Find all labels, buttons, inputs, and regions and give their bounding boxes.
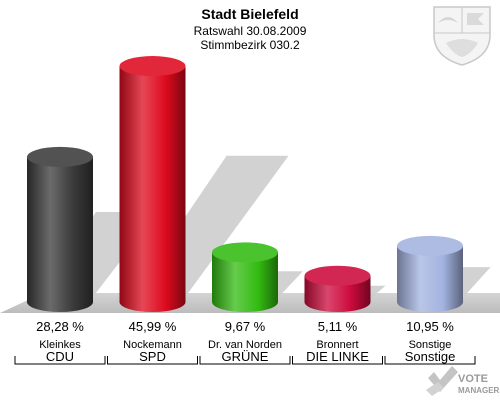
value-label: 9,67 %	[225, 319, 266, 334]
bar-top	[397, 235, 463, 256]
party-label: SPD	[139, 349, 166, 364]
bar-spd	[119, 66, 186, 313]
bar-gr-ne	[212, 252, 278, 312]
bar-top	[27, 146, 93, 167]
chart-title: Stadt Bielefeld	[201, 6, 298, 22]
bar-sonstige	[397, 245, 463, 312]
logo-text-manager: MANAGER	[458, 386, 500, 395]
candidate-label: Sonstige	[409, 339, 452, 351]
value-label: 5,11 %	[318, 319, 358, 334]
candidate-label: Dr. van Norden	[208, 339, 282, 351]
party-label: Sonstige	[405, 349, 456, 364]
bar-top	[119, 56, 186, 77]
vote-manager-logo-icon	[426, 366, 458, 396]
candidate-label: Kleinkes	[39, 339, 81, 351]
category-bracket	[384, 356, 476, 365]
category-bracket	[199, 356, 291, 365]
category-bracket	[107, 356, 198, 365]
bar-top	[212, 242, 278, 263]
category-bracket	[14, 356, 106, 365]
value-label: 45,99 %	[129, 319, 177, 334]
chart-subtitle-district: Stimmbezirk 030.2	[200, 38, 300, 52]
bar-cdu	[27, 156, 93, 312]
bar-top	[304, 265, 371, 286]
candidate-label: Nockemann	[123, 339, 182, 351]
chart-subtitle-election: Ratswahl 30.08.2009	[194, 24, 307, 38]
value-label: 28,28 %	[36, 319, 84, 334]
bar-die-linke	[304, 275, 371, 312]
nrw-coat-of-arms-icon	[433, 6, 491, 66]
party-label: GRÜNE	[222, 349, 269, 364]
logo-text-vote: VOTE	[458, 373, 488, 385]
party-label: CDU	[46, 349, 74, 364]
candidate-label: Bronnert	[316, 339, 358, 351]
party-label: DIE LINKE	[306, 349, 369, 364]
category-bracket	[292, 356, 383, 365]
value-label: 10,95 %	[406, 319, 454, 334]
